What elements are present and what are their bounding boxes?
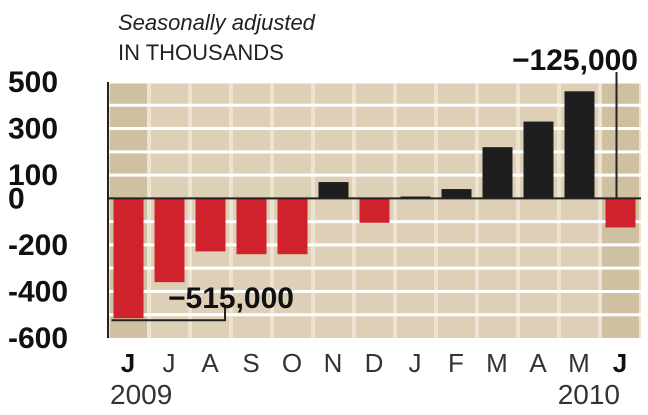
x-tick-label: A (529, 348, 547, 378)
bar (523, 121, 554, 199)
y-tick-label: 100 (8, 159, 58, 192)
callout-leader-line (111, 308, 226, 322)
column-band (479, 82, 516, 338)
x-tick-label: S (242, 348, 260, 378)
bar (318, 182, 349, 199)
bar (359, 198, 390, 223)
x-tick-label: J (409, 348, 423, 378)
x-tick-label: O (282, 348, 303, 378)
year-label: 2009 (110, 379, 172, 410)
bar (564, 91, 595, 199)
x-tick-label: J (613, 348, 628, 378)
y-tick-label: 300 (8, 113, 58, 146)
y-tick-label: 0 (8, 182, 25, 215)
y-tick-label: -600 (8, 322, 68, 355)
bar (195, 198, 226, 252)
bar (277, 198, 308, 255)
bar (441, 189, 472, 199)
x-tick-label: D (365, 348, 385, 378)
y-tick-label: -400 (8, 275, 68, 308)
x-tick-label: J (163, 348, 177, 378)
bar (113, 198, 144, 319)
bar (236, 198, 267, 255)
x-tick-label: J (121, 348, 136, 378)
year-label: 2010 (558, 379, 620, 410)
x-tick-label: A (201, 348, 219, 378)
bar (605, 198, 636, 228)
bar (154, 198, 185, 283)
y-tick-label: -200 (8, 229, 68, 262)
x-tick-label: M (568, 348, 591, 378)
y-tick-label: 500 (8, 66, 58, 99)
column-band (520, 82, 557, 338)
callout-label: −125,000 (512, 44, 638, 77)
bar (482, 147, 513, 199)
callout-label: −515,000 (168, 282, 294, 315)
column-band (397, 82, 434, 338)
chart-subtitle: Seasonally adjusted (118, 10, 316, 35)
column-band (315, 82, 352, 338)
column-band (438, 82, 475, 338)
unit-label: IN THOUSANDS (118, 40, 284, 65)
x-tick-label: N (324, 348, 344, 378)
x-tick-label: M (486, 348, 509, 378)
x-tick-label: F (448, 348, 465, 378)
